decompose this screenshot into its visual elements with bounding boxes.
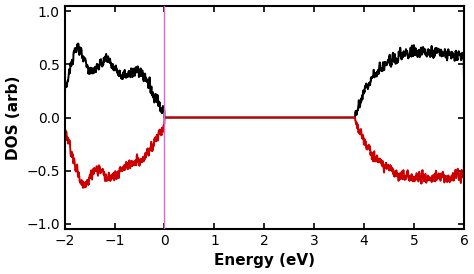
X-axis label: Energy (eV): Energy (eV) [214,253,315,269]
Y-axis label: DOS (arb): DOS (arb) [6,75,20,160]
